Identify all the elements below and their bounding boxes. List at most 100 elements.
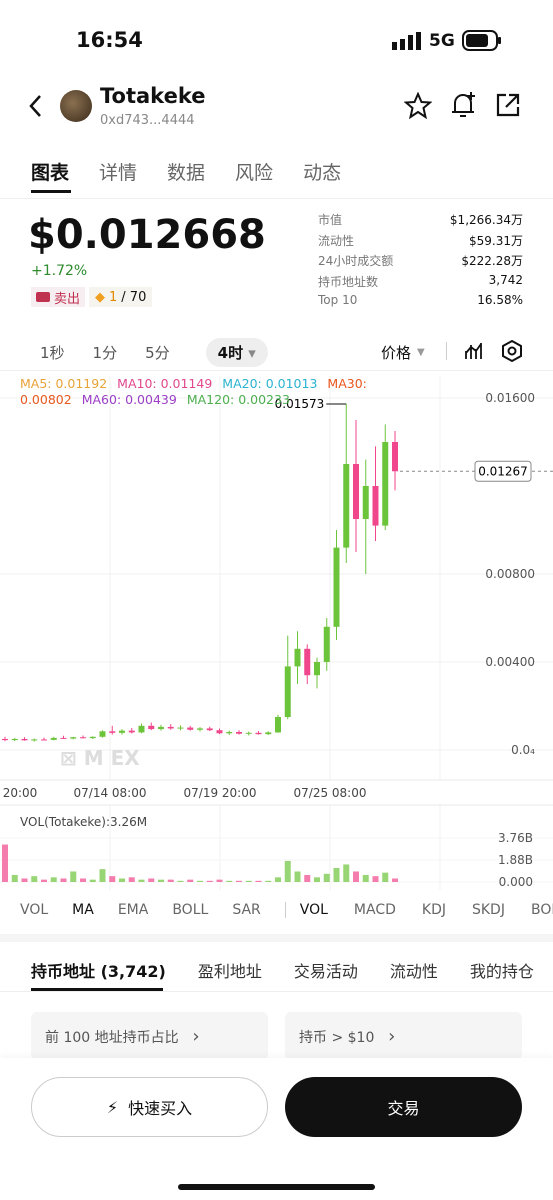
settings-button[interactable]	[501, 340, 523, 362]
candle-body	[41, 739, 47, 741]
divider	[284, 902, 286, 918]
status-time: 16:54	[76, 28, 143, 52]
indicator-tab[interactable]: SAR	[232, 902, 261, 918]
stat-row: 流动性 $59.31万	[318, 232, 523, 253]
y-tick-label: 0.00800	[485, 567, 535, 581]
volume-bar	[226, 880, 233, 882]
volume-bar	[255, 880, 262, 882]
stat-value: 16.58%	[477, 293, 523, 307]
ma-legend-item: MA10: 0.01149	[117, 376, 213, 391]
stat-label: 持币地址数	[318, 274, 379, 289]
volume-bar	[236, 880, 242, 882]
indicator-tab[interactable]: KDJ	[421, 902, 446, 918]
price-selector[interactable]: 价格 ▼	[381, 344, 425, 362]
filter-chip[interactable]: 前 100 地址持币占比 ›	[31, 1012, 268, 1060]
tab[interactable]: 详情	[99, 162, 138, 184]
ma-legend-item: MA30: 0.00802	[20, 376, 367, 407]
indicator-tab[interactable]: SKDJ	[471, 902, 505, 918]
timeframe[interactable]: 1秒	[40, 343, 65, 362]
volume-tick-label: 1.88B	[498, 853, 533, 867]
indicator-tab[interactable]: MA	[72, 902, 94, 918]
back-button[interactable]	[28, 94, 44, 118]
volume-bar	[216, 879, 223, 882]
volume-bar	[343, 864, 350, 882]
volume-bar	[304, 874, 311, 882]
volume-bar	[353, 871, 359, 882]
timeframe-bar: 1秒 1分 5分 4时 ▾	[28, 337, 268, 367]
candle-body	[353, 464, 359, 519]
stat-value: $1,266.34万	[449, 213, 523, 227]
stat-label: 市值	[318, 213, 343, 227]
favorite-button[interactable]	[404, 92, 432, 120]
stat-label: 24小时成交额	[318, 254, 394, 268]
alert-button[interactable]	[449, 90, 479, 120]
volume-tick-label: 0.000	[499, 875, 533, 889]
filter-chip-label: 持币 > $10	[299, 1030, 375, 1046]
trade-button[interactable]: 交易	[285, 1077, 522, 1137]
stat-value: 3,742	[488, 272, 523, 287]
tab[interactable]: 动态	[303, 162, 342, 184]
volume-bar	[21, 878, 28, 882]
indicator-tab[interactable]: MACD	[353, 902, 396, 918]
candle-body	[392, 442, 398, 472]
tab[interactable]: 风险	[235, 162, 274, 184]
price-value: $0.012668	[28, 212, 266, 258]
bottom-tab[interactable]: 持币地址 (3,742)	[31, 962, 166, 981]
candle-body	[323, 626, 330, 662]
volume-bar	[148, 878, 155, 882]
candle-body	[206, 728, 213, 731]
divider	[0, 934, 553, 942]
candle-body	[236, 731, 242, 734]
tab[interactable]: 数据	[167, 162, 206, 184]
bottom-tab[interactable]: 交易活动	[293, 962, 358, 981]
bottom-tab[interactable]: 我的持仓	[469, 962, 534, 981]
indicator-tab[interactable]: BOLL	[172, 902, 209, 918]
token-name: Totakeke	[100, 84, 206, 108]
token-avatar	[60, 90, 92, 122]
trade-label: 交易	[387, 1099, 420, 1118]
token-address[interactable]: 0xd743...4444	[100, 113, 195, 128]
x-tick-label: 07/25 08:00	[294, 786, 367, 800]
tab[interactable]: 图表	[31, 162, 70, 184]
stat-value: $59.31万	[469, 233, 523, 248]
share-button[interactable]	[495, 92, 521, 118]
price-change: +1.72%	[31, 263, 88, 279]
indicator-tab[interactable]: VOL	[20, 902, 49, 918]
volume-bar	[60, 878, 67, 882]
volume-bar	[31, 876, 38, 882]
sell-badge: 卖出	[31, 287, 86, 307]
timeframe[interactable]: 1分	[92, 343, 118, 362]
volume-bar	[119, 878, 125, 882]
volume-bar	[333, 867, 340, 882]
quick-buy-label: 快速买入	[128, 1099, 193, 1118]
candle-body	[21, 739, 28, 741]
indicator-button[interactable]	[464, 341, 484, 361]
ma-legend-item: MA5: 0.01192	[20, 376, 108, 391]
volume-bar	[80, 878, 86, 882]
score-badge: ◆ 1/ 70	[89, 287, 153, 307]
bottom-tab[interactable]: 流动性	[389, 962, 438, 981]
sell-label: 卖出	[54, 291, 81, 307]
candle-body	[119, 730, 125, 733]
bottom-tab[interactable]: 盈利地址	[197, 962, 262, 981]
ma-legend: MA5: 0.01192 MA10: 0.01149 MA20: 0.01013 MA…	[20, 376, 450, 408]
volume-bar	[41, 879, 47, 882]
quick-buy-button[interactable]: ⚡ 快速买入	[31, 1077, 268, 1137]
volume-bar	[265, 880, 272, 882]
filter-chip[interactable]: 持币 > $10 ›	[285, 1012, 522, 1060]
candle-body	[255, 732, 262, 735]
filter-chip-label: 前 100 地址持币占比	[45, 1030, 179, 1046]
stat-row: 持币地址数 3,742	[318, 273, 523, 294]
timeframe[interactable]: 4时 ▾	[205, 337, 268, 367]
y-tick-label: 0.0₄	[511, 743, 535, 757]
candle-body	[11, 739, 18, 741]
timeframe[interactable]: 5分	[145, 343, 170, 362]
indicator-tab[interactable]: EMA	[117, 902, 149, 918]
ma-legend-item: MA20: 0.01013	[222, 376, 318, 391]
indicator-tab[interactable]: VOL	[299, 902, 328, 918]
volume-bar	[11, 874, 18, 882]
indicator-tab[interactable]: BOLL	[530, 902, 553, 918]
candle-body	[372, 486, 379, 526]
volume-bar	[50, 877, 57, 882]
home-indicator	[178, 1184, 375, 1190]
